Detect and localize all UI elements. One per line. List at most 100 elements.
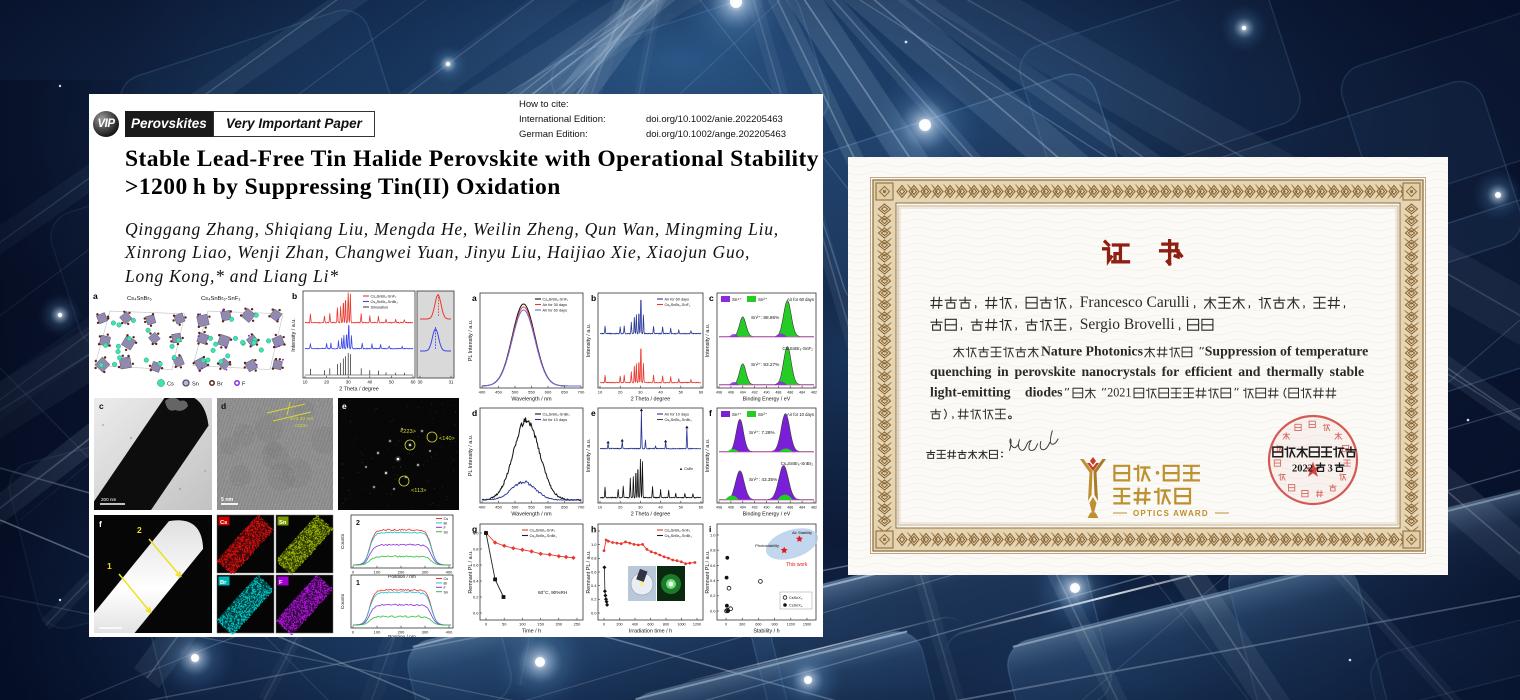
svg-text:492: 492 bbox=[752, 390, 758, 394]
svg-text:650: 650 bbox=[561, 504, 568, 509]
svg-text:Air Stability: Air Stability bbox=[792, 530, 812, 535]
svg-text:700: 700 bbox=[578, 504, 585, 509]
svg-text:50: 50 bbox=[389, 379, 394, 384]
svg-text:f: f bbox=[99, 519, 102, 529]
svg-text:Br: Br bbox=[220, 580, 227, 586]
svg-text:Position / nm: Position / nm bbox=[388, 634, 416, 637]
svg-text:10: 10 bbox=[303, 379, 308, 384]
svg-text:200: 200 bbox=[616, 622, 622, 626]
svg-text:494: 494 bbox=[740, 390, 746, 394]
svg-text:d=0.30 nm: d=0.30 nm bbox=[290, 416, 313, 422]
svg-text:494: 494 bbox=[740, 505, 746, 509]
svg-text:1.0: 1.0 bbox=[591, 542, 597, 547]
svg-text:300 nm: 300 nm bbox=[100, 621, 115, 626]
svg-text:0: 0 bbox=[352, 629, 355, 634]
svg-text:1200: 1200 bbox=[787, 622, 795, 626]
svg-text:30: 30 bbox=[346, 379, 351, 384]
svg-text:0.6: 0.6 bbox=[473, 562, 479, 567]
svg-text:800: 800 bbox=[663, 622, 669, 626]
svg-text:600: 600 bbox=[545, 504, 552, 509]
svg-text:486: 486 bbox=[787, 390, 793, 394]
svg-text:40: 40 bbox=[367, 379, 372, 384]
svg-text:450: 450 bbox=[495, 504, 502, 509]
svg-text:Intensity / a.u.: Intensity / a.u. bbox=[705, 324, 711, 358]
svg-text:Air for 30 days: Air for 30 days bbox=[543, 303, 568, 307]
svg-text:490: 490 bbox=[764, 505, 770, 509]
svg-text:500: 500 bbox=[512, 504, 519, 509]
svg-text:3: 3 bbox=[1328, 464, 1333, 475]
svg-text:a: a bbox=[93, 291, 98, 301]
svg-text:Simulation: Simulation bbox=[371, 306, 389, 310]
svg-text:60: 60 bbox=[699, 504, 704, 509]
svg-text:Wavelength / nm: Wavelength / nm bbox=[511, 512, 552, 518]
svg-text:Sn²⁺: 43.35%: Sn²⁺: 43.35% bbox=[749, 477, 777, 482]
svg-text:2 Theta / degree: 2 Theta / degree bbox=[631, 397, 670, 403]
svg-text:400: 400 bbox=[479, 504, 486, 509]
svg-text:Sn: Sn bbox=[279, 520, 287, 526]
svg-text:d: d bbox=[221, 401, 226, 411]
svg-text:Remnant PL / a.u.: Remnant PL / a.u. bbox=[705, 550, 711, 593]
svg-text:2 Theta / degree: 2 Theta / degree bbox=[339, 387, 378, 393]
svg-text:50: 50 bbox=[502, 621, 507, 626]
svg-text:400: 400 bbox=[479, 389, 486, 394]
svg-text:300: 300 bbox=[739, 622, 745, 626]
svg-text:450: 450 bbox=[495, 389, 502, 394]
svg-text:CsSnX₃: CsSnX₃ bbox=[789, 596, 803, 600]
svg-text:31: 31 bbox=[449, 379, 454, 384]
svg-text:Binding Energy / eV: Binding Energy / eV bbox=[743, 512, 791, 518]
svg-text:484: 484 bbox=[799, 390, 805, 394]
svg-text:Remnant PL / a.u.: Remnant PL / a.u. bbox=[586, 550, 592, 593]
svg-text:100: 100 bbox=[374, 629, 381, 634]
svg-text:Br: Br bbox=[217, 382, 223, 388]
svg-text:50: 50 bbox=[679, 504, 684, 509]
svg-text:Cs: Cs bbox=[220, 520, 227, 526]
svg-text:496: 496 bbox=[728, 505, 734, 509]
svg-text:20: 20 bbox=[618, 389, 623, 394]
svg-text:Cs: Cs bbox=[444, 577, 449, 581]
svg-text:Intensity / a.u.: Intensity / a.u. bbox=[586, 324, 592, 358]
svg-text:Cs₄SnBr₆: Cs₄SnBr₆ bbox=[127, 296, 152, 302]
svg-text:20: 20 bbox=[324, 379, 329, 384]
svg-text:Cs₄SnBr₆-SnBr₂: Cs₄SnBr₆-SnBr₂ bbox=[781, 461, 814, 466]
svg-text:0.8: 0.8 bbox=[710, 548, 716, 553]
svg-text:0.6: 0.6 bbox=[591, 569, 597, 574]
svg-text:490: 490 bbox=[764, 390, 770, 394]
svg-text:498: 498 bbox=[716, 505, 722, 509]
svg-text:F: F bbox=[242, 382, 246, 388]
svg-text:482: 482 bbox=[811, 505, 817, 509]
svg-text:2021: 2021 bbox=[1107, 386, 1131, 400]
svg-text:100: 100 bbox=[374, 569, 381, 574]
svg-text:0.8: 0.8 bbox=[591, 556, 597, 561]
svg-text:482: 482 bbox=[811, 390, 817, 394]
svg-text:0.2: 0.2 bbox=[591, 597, 597, 602]
svg-text:498: 498 bbox=[716, 390, 722, 394]
svg-text:492: 492 bbox=[752, 505, 758, 509]
svg-text:20: 20 bbox=[618, 504, 623, 509]
svg-text:Sn²⁺: Sn²⁺ bbox=[758, 297, 767, 302]
svg-text:<223>: <223> bbox=[294, 423, 308, 429]
svg-text:500: 500 bbox=[512, 389, 519, 394]
svg-text:Intensity / a.u.: Intensity / a.u. bbox=[586, 439, 592, 473]
svg-text:Stability / h: Stability / h bbox=[753, 629, 779, 635]
svg-text:Sn: Sn bbox=[192, 382, 199, 388]
svg-text:PL Intensity / a.u.: PL Intensity / a.u. bbox=[468, 435, 474, 476]
svg-text:Cs: Cs bbox=[167, 382, 174, 388]
svg-text:Cs₄SnBr₆-SnF₂: Cs₄SnBr₆-SnF₂ bbox=[665, 529, 691, 533]
svg-text:1: 1 bbox=[107, 561, 112, 571]
svg-text:10: 10 bbox=[598, 504, 603, 509]
svg-text:900: 900 bbox=[772, 622, 778, 626]
svg-text:Cs₄SnBr₆-SnF₂: Cs₄SnBr₆-SnF₂ bbox=[782, 346, 813, 351]
svg-text:Cs: Cs bbox=[444, 517, 449, 521]
svg-text:Suppression of temperature: Suppression of temperature bbox=[1205, 344, 1369, 359]
svg-text:400: 400 bbox=[446, 629, 453, 634]
svg-text:40: 40 bbox=[658, 389, 663, 394]
svg-text:Air for 60 days: Air for 60 days bbox=[787, 297, 814, 302]
svg-text:Cs₄SnBr₆-SnF₂: Cs₄SnBr₆-SnF₂ bbox=[530, 529, 556, 533]
svg-text:2: 2 bbox=[137, 525, 142, 535]
svg-text:Cs₄SnBr₆-SnF₂: Cs₄SnBr₆-SnF₂ bbox=[201, 296, 241, 302]
svg-text:488: 488 bbox=[775, 505, 781, 509]
svg-text:550: 550 bbox=[528, 504, 535, 509]
svg-text:1500: 1500 bbox=[803, 622, 811, 626]
svg-text:Sn²⁺: Sn²⁺ bbox=[758, 412, 767, 417]
svg-text:30: 30 bbox=[418, 379, 423, 384]
